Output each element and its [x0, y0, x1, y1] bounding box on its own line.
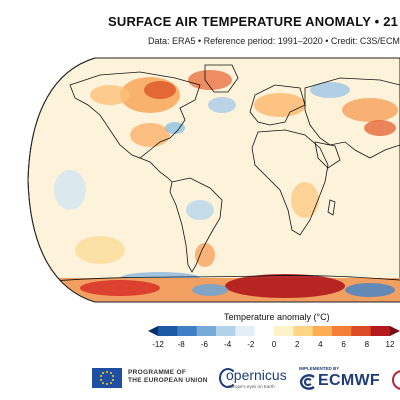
anomaly-cool-antarctica-peninsula [192, 284, 228, 296]
anomaly-cool-atlantic [208, 97, 236, 113]
colorbar-tick-label: -8 [177, 340, 185, 349]
map-title: SURFACE AIR TEMPERATURE ANOMALY • 21 JU [108, 14, 400, 29]
colorbar-tick-label: 4 [318, 340, 323, 349]
north-america-outline [69, 71, 201, 159]
colorbar-tick-label: 2 [294, 340, 300, 349]
colorbar-cell [216, 326, 236, 336]
arabia-outline [314, 141, 341, 169]
colorbar-min-arrow [148, 326, 158, 336]
colorbar-cell [332, 326, 352, 336]
anomaly-cool-antarctica [345, 283, 395, 297]
anomaly-warm-europe [254, 93, 306, 117]
copernicus-logo-icon [219, 368, 237, 388]
eu-programme-text: PROGRAMME OF THE EUROPEAN UNION [128, 369, 208, 385]
colorbar-tick-label: -4 [224, 340, 232, 349]
colorbar-cell [254, 326, 275, 336]
world-map-svg [27, 57, 400, 303]
colorbar-tick-label: 12 [385, 340, 395, 349]
ecmwf-wordmark: ECMWF [318, 372, 380, 389]
anomaly-hot-antarctica-west [80, 280, 160, 296]
anomaly-warm-us [130, 123, 170, 147]
central-america-outline [139, 157, 173, 183]
colorbar-cell [177, 326, 197, 336]
anomaly-hot-asia [364, 120, 396, 136]
colorbar-cell [293, 326, 313, 336]
anomaly-warm-alaska [90, 85, 130, 105]
eu-flag-icon [92, 368, 122, 388]
eu-line-1: PROGRAMME OF [128, 369, 187, 376]
c3s-logo-icon [392, 370, 400, 390]
copernicus-wordmark: opernicus [226, 367, 287, 383]
anomaly-hot-antarctica-east [225, 274, 345, 298]
south-america-outline [169, 177, 223, 273]
anomaly-warm-siberia [342, 98, 398, 122]
africa-outline [251, 129, 329, 236]
logo-strip: PROGRAMME OF THE EUROPEAN UNION opernicu… [0, 362, 400, 396]
colorbar-tick-label: 8 [364, 340, 370, 349]
anomaly-cool-siberia [310, 82, 350, 98]
colorbar [148, 326, 400, 336]
colorbar-ticks: -12 -8 -6 -4 -2 0 2 4 6 8 12 [148, 340, 400, 352]
asia-outline [304, 77, 400, 159]
temperature-anomaly-map [0, 50, 400, 310]
ecmwf-logo-icon [299, 374, 315, 390]
anomaly-warm-argentina [195, 243, 215, 267]
colorbar-cell [351, 326, 371, 336]
anomaly-cool-south-america [186, 200, 214, 220]
anomaly-cool-pacific [54, 170, 86, 210]
anomaly-hot-canada [144, 81, 176, 99]
colorbar-cell [235, 326, 255, 336]
eu-line-2: THE EUROPEAN UNION [128, 377, 208, 384]
colorbar-tick-label: 6 [341, 340, 346, 349]
copernicus-tagline: Europe's eyes on Earth [228, 384, 275, 389]
greenland-outline [204, 64, 239, 93]
legend-title: Temperature anomaly (°C) [224, 312, 330, 322]
madagascar-outline [327, 199, 336, 216]
anomaly-warm-africa [291, 182, 319, 218]
implemented-by-label: IMPLEMENTED BY [299, 366, 340, 371]
colorbar-tick-label: -2 [247, 340, 255, 349]
colorbar-cell [274, 326, 294, 336]
colorbar-tick-label: -6 [200, 340, 208, 349]
colorbar-max-arrow [390, 326, 400, 336]
globe-outline [27, 57, 400, 303]
anomaly-warm-south-pacific [75, 236, 125, 264]
colorbar-tick-label: -12 [152, 340, 164, 349]
colorbar-cell [370, 326, 391, 336]
anomaly-cool-east-us [165, 122, 185, 134]
antarctica-outline [39, 275, 400, 283]
colorbar-cell [158, 326, 178, 336]
europe-outline [249, 84, 306, 126]
colorbar-cell [196, 326, 217, 336]
map-subtitle: Data: ERA5 • Reference period: 1991–2020… [148, 36, 400, 46]
colorbar-tick-label: 0 [271, 340, 277, 349]
colorbar-cell [312, 326, 333, 336]
